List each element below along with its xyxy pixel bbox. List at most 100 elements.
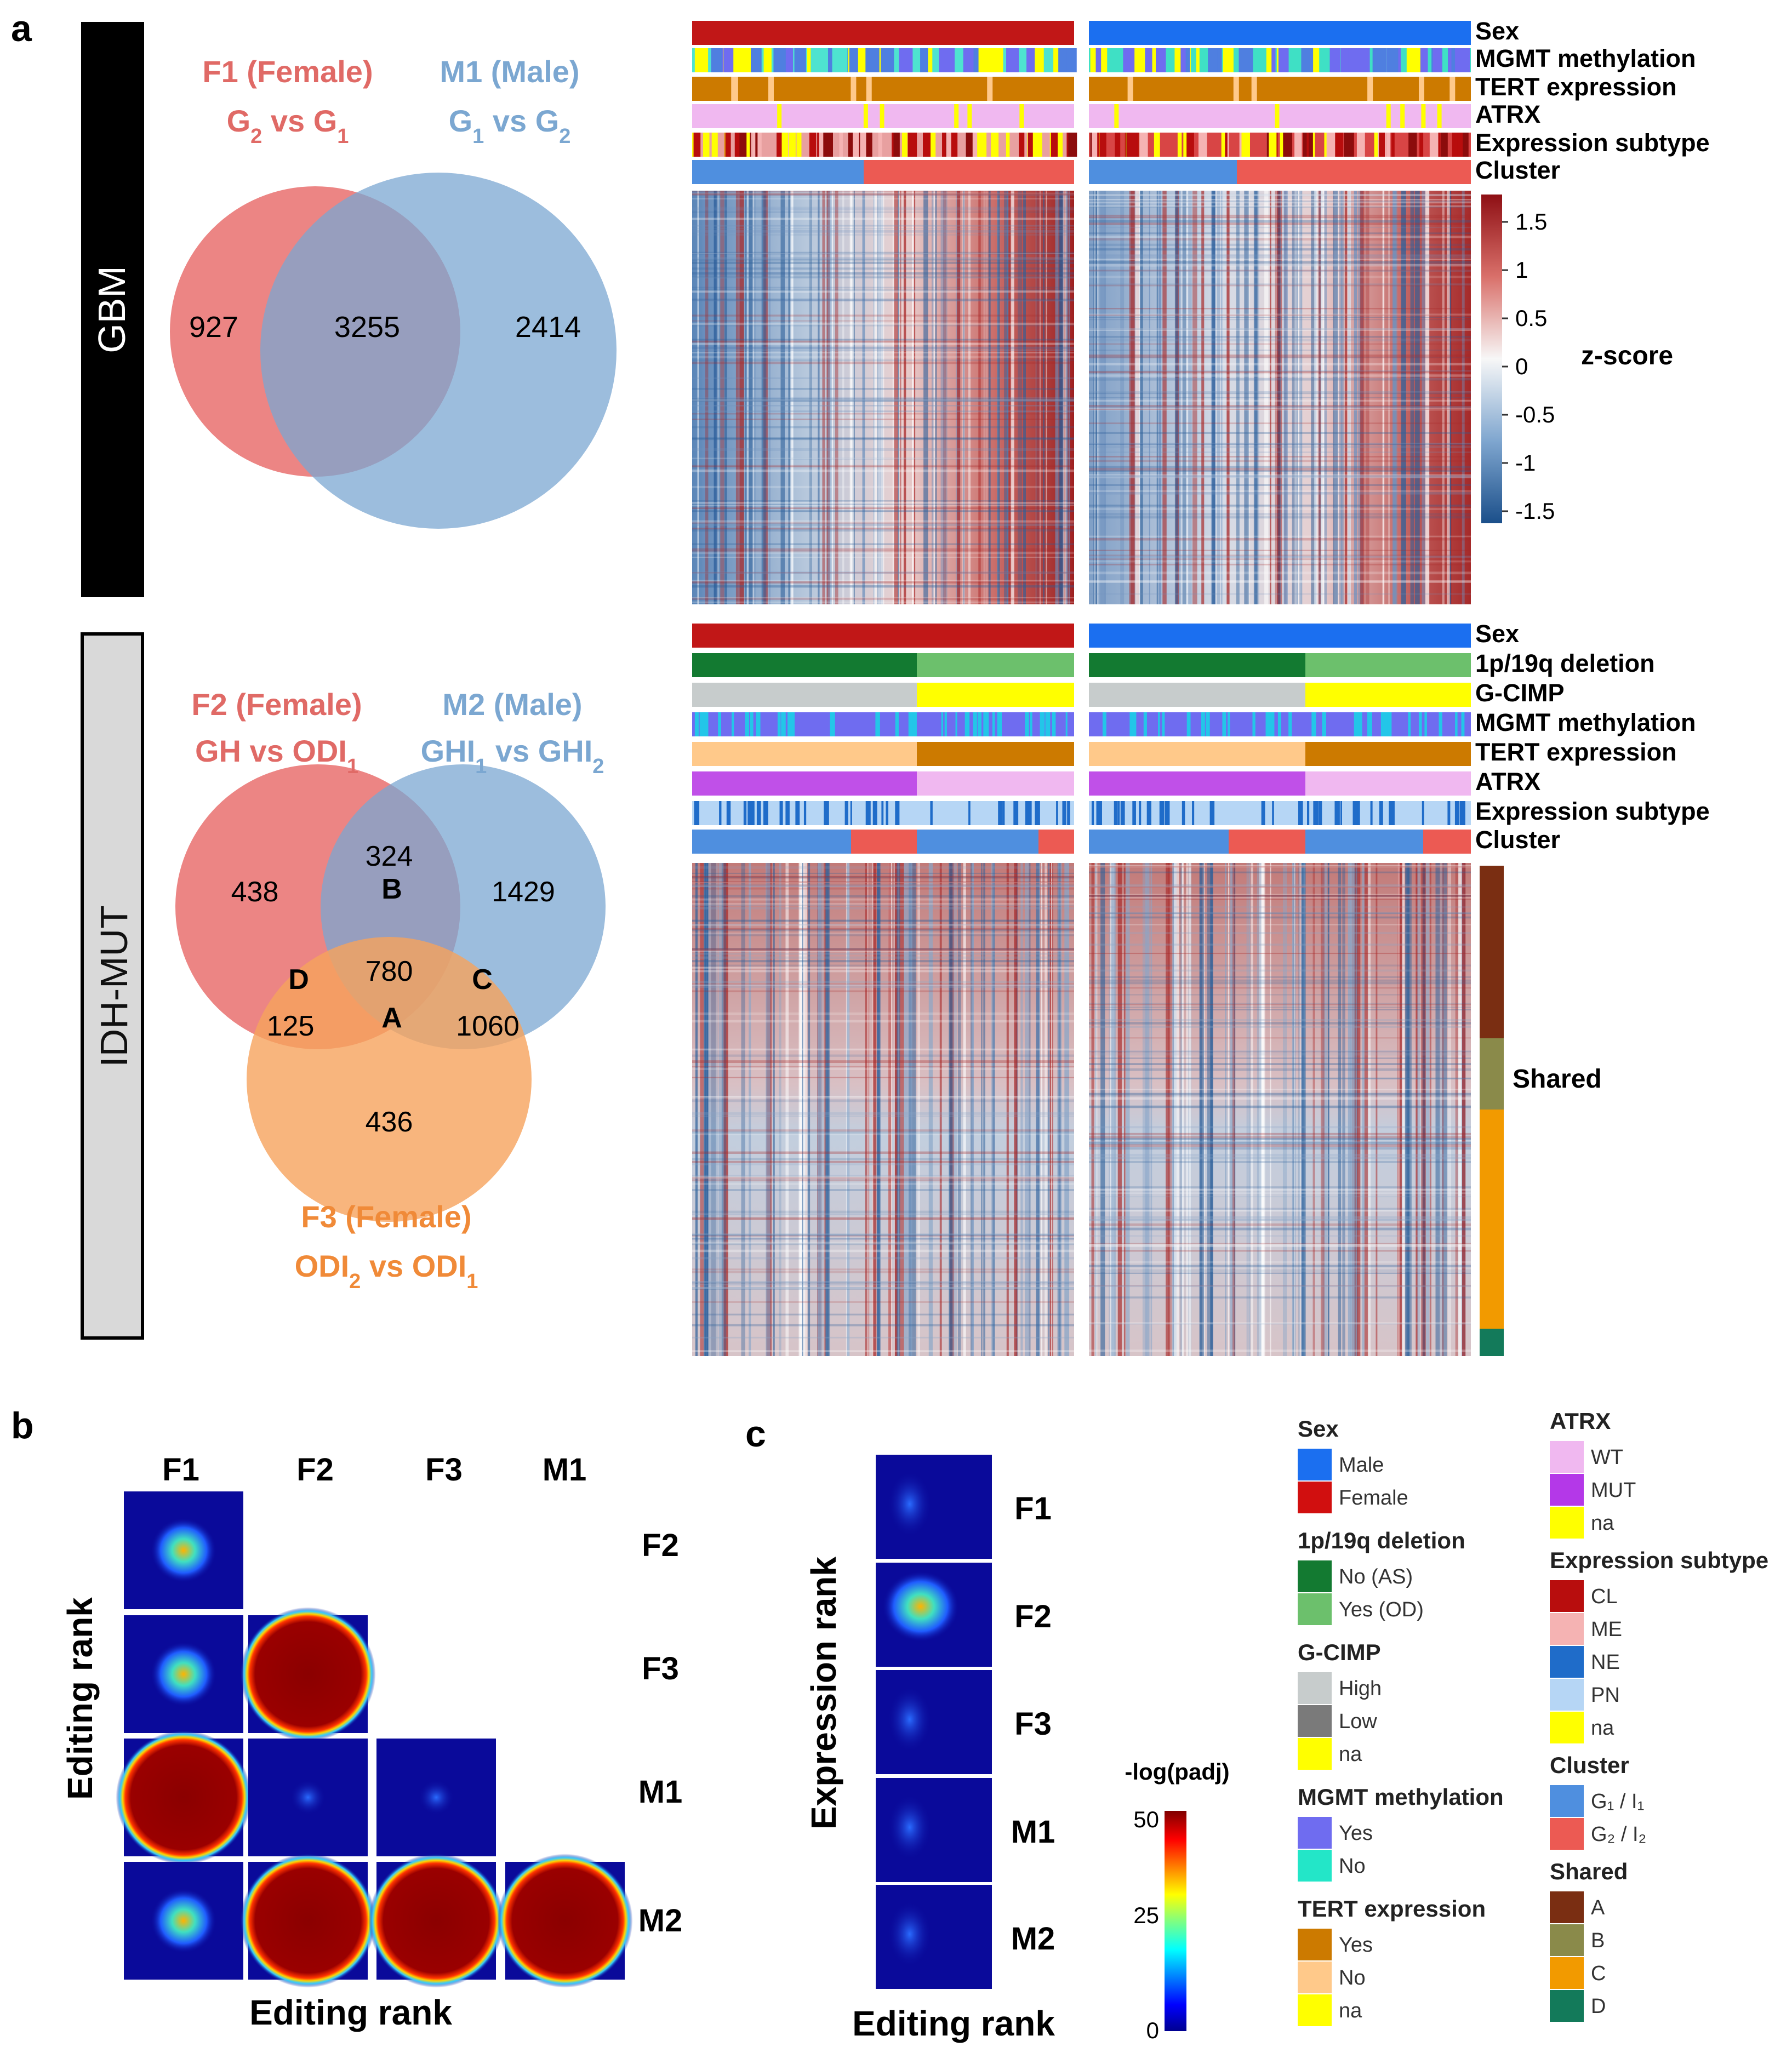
legend-group: 1p/19q deletion No (AS) Yes (OD) <box>1298 1528 1465 1625</box>
heatmap-row <box>1089 924 1471 925</box>
heatmap-column <box>1401 191 1406 604</box>
heatmap-row <box>692 1242 1074 1245</box>
idh-mgmt-stripe <box>973 712 975 736</box>
legend-item: PN <box>1550 1679 1620 1711</box>
gbm-subtype-stripe <box>931 133 936 157</box>
heatmap-column <box>746 191 749 604</box>
gbm-subtype-stripe <box>1099 133 1106 157</box>
gbm-atrx-stripe <box>863 104 868 128</box>
heatmap-column <box>1292 191 1297 604</box>
venn-m2-only-count: 1429 <box>492 876 555 908</box>
heatmap-row <box>692 1176 1074 1179</box>
legend-group: G-CIMP High Low na <box>1298 1639 1382 1770</box>
legend-item-label: B <box>1591 1929 1605 1952</box>
idh-mgmt-stripe <box>1040 712 1045 736</box>
heatmap-column <box>897 863 900 1356</box>
idh-mgmt-stripe <box>699 712 704 736</box>
idh-subtype-stripe <box>1318 801 1322 825</box>
heatmap-column <box>1174 863 1179 1356</box>
idh-subtype-stripe <box>1298 801 1303 825</box>
heatmap-column <box>1182 863 1184 1356</box>
heatmap-row <box>1089 451 1471 453</box>
heatmap-row <box>1089 1133 1471 1135</box>
gbm-tert-stripe <box>1418 77 1424 101</box>
heatmap-row <box>692 585 1074 588</box>
heatmap-column <box>1254 191 1259 604</box>
heatmap-row <box>1089 1137 1471 1140</box>
heatmap-row <box>1089 491 1471 495</box>
idh-track-atrx-right-mut <box>1089 771 1305 796</box>
gbm-mgmt-stripe <box>865 48 880 72</box>
heatmap-column <box>1140 191 1143 604</box>
gbm-subtype-stripe <box>1374 133 1378 157</box>
gbm-mgmt-stripe <box>763 48 772 72</box>
heatmap-row <box>1089 490 1471 493</box>
heatmap-column <box>1060 191 1063 604</box>
venn-a-count: 780 <box>366 956 413 987</box>
idh-mgmt-stripe <box>1424 712 1427 736</box>
heatmap-column <box>1360 191 1365 604</box>
gbm-subtype-stripe <box>777 133 782 157</box>
tile-density <box>888 1471 932 1537</box>
heatmap-row <box>1089 397 1471 398</box>
idh-subtype-stripe <box>1013 801 1019 825</box>
heatmap-column <box>872 863 877 1356</box>
idh-track-tert-left-no <box>692 742 917 766</box>
idh-track-tert-right-yes <box>1305 742 1471 766</box>
legend-item: na <box>1298 1738 1362 1770</box>
heatmap-column <box>1210 863 1213 1356</box>
gbm-subtype-stripe <box>858 133 861 157</box>
gbm-mgmt-stripe <box>1208 48 1220 72</box>
heatmap-row <box>692 1060 1074 1063</box>
heatmap-row <box>692 218 1074 220</box>
heatmap-row <box>1089 1003 1471 1005</box>
gbm-mgmt-stripe <box>1006 48 1019 72</box>
gbm-subtype-stripe <box>878 133 882 157</box>
gbm-mgmt-stripe <box>750 48 762 72</box>
heatmap-row <box>692 597 1074 600</box>
gbm-mgmt-stripe <box>1156 48 1160 72</box>
heatmap-column <box>1365 191 1369 604</box>
heatmap-column <box>1059 191 1064 604</box>
legend-swatch <box>1298 1593 1332 1625</box>
heatmap-column <box>940 191 944 604</box>
idh-mgmt-stripe <box>1131 712 1134 736</box>
gbm-subtype-stripe <box>819 133 826 157</box>
heatmap-row <box>1089 474 1471 478</box>
heatmap-row <box>692 523 1074 526</box>
heatmap-row <box>1089 317 1471 318</box>
gbm-track-label: Cluster <box>1475 156 1560 184</box>
heatmap-row <box>692 1301 1074 1303</box>
gbm-subtype-stripe <box>893 133 900 157</box>
heatmap-row <box>692 448 1074 451</box>
gbm-subtype-stripe <box>1035 133 1042 157</box>
heatmap-column <box>1311 191 1316 604</box>
heatmap-column <box>1236 191 1240 604</box>
heatmap-row <box>1089 1272 1471 1274</box>
idh-mgmt-stripe <box>1201 712 1205 736</box>
heatmap-column <box>1189 863 1191 1356</box>
heatmap-row <box>692 543 1074 545</box>
venn-f2-title: F2 (Female) <box>191 687 362 722</box>
legend-swatch <box>1550 1957 1584 1989</box>
gbm-tert-stripe <box>731 77 737 101</box>
idh-mgmt-stripe <box>1030 712 1032 736</box>
heatmap-column <box>1008 191 1012 604</box>
idh-mgmt-stripe <box>1455 712 1458 736</box>
heatmap-row <box>1089 895 1471 897</box>
heatmap-column <box>867 863 869 1356</box>
gbm-subtype-stripe <box>977 133 987 157</box>
heatmap-column <box>957 863 961 1356</box>
heatmap-column <box>718 863 723 1356</box>
idh-track-sex-right <box>1089 624 1471 648</box>
heatmap-row <box>1089 1322 1471 1324</box>
heatmap-column <box>1135 191 1140 604</box>
heatmap-column <box>993 863 995 1356</box>
idh-subtype-stripe <box>1261 801 1265 825</box>
heatmap-column <box>1095 863 1097 1356</box>
heatmap-row <box>692 1048 1074 1051</box>
tile-density <box>882 1571 959 1642</box>
heatmap-column <box>1244 191 1249 604</box>
gbm-mgmt-stripe <box>1448 48 1452 72</box>
gbm-tert-stripe <box>866 77 872 101</box>
